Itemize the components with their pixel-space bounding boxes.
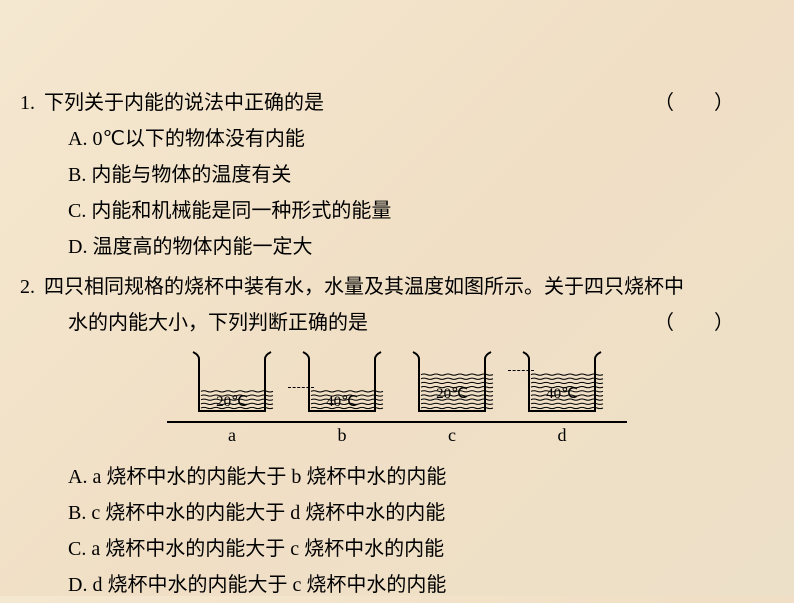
beaker-c: 20℃ c — [397, 347, 507, 451]
dash-cd — [508, 370, 534, 371]
q2-cont-text: 水的内能大小，下列判断正确的是 — [68, 312, 368, 334]
q2-paren: （ ） — [654, 305, 744, 341]
beaker-b-label: b — [287, 419, 397, 451]
q2-opt-b: B. c 烧杯中水的内能大于 d 烧杯中水的内能 — [20, 495, 774, 531]
question-2: 2. 四只相同规格的烧杯中装有水，水量及其温度如图所示。关于四只烧杯中 水的内能… — [20, 269, 774, 603]
svg-text:20℃: 20℃ — [216, 394, 248, 410]
q1-opt-b: B. 内能与物体的温度有关 — [20, 157, 774, 193]
question-1: 1. 下列关于内能的说法中正确的是 （ ） A. 0℃以下的物体没有内能 B. … — [20, 85, 774, 265]
q1-opt-a: A. 0℃以下的物体没有内能 — [20, 121, 774, 157]
beaker-b: 40℃ b — [287, 347, 397, 451]
q2-number: 2. — [20, 269, 35, 305]
svg-text:40℃: 40℃ — [546, 386, 578, 402]
beaker-a: 20℃ a — [177, 347, 287, 451]
q1-number: 1. — [20, 85, 35, 121]
q1-opt-d: D. 温度高的物体内能一定大 — [20, 229, 774, 265]
dash-ab — [288, 387, 314, 388]
beaker-b-svg: 40℃ — [297, 347, 387, 417]
svg-text:20℃: 20℃ — [436, 386, 468, 402]
beaker-a-svg: 20℃ — [187, 347, 277, 417]
q1-stem-text: 下列关于内能的说法中正确的是 — [44, 92, 324, 114]
beaker-c-label: c — [397, 419, 507, 451]
q2-opt-a: A. a 烧杯中水的内能大于 b 烧杯中水的内能 — [20, 459, 774, 495]
q1-opt-c: C. 内能和机械能是同一种形式的能量 — [20, 193, 774, 229]
q2-continuation: 水的内能大小，下列判断正确的是 （ ） — [20, 305, 774, 341]
q1-paren: （ ） — [654, 85, 744, 121]
beaker-d-label: d — [507, 419, 617, 451]
q1-stem-line: 1. 下列关于内能的说法中正确的是 （ ） — [20, 85, 774, 121]
q2-stem-text: 四只相同规格的烧杯中装有水，水量及其温度如图所示。关于四只烧杯中 — [44, 276, 684, 298]
beaker-figure: 20℃ a 40℃ b 20℃ c 40℃ d — [20, 347, 774, 451]
beaker-c-svg: 20℃ — [407, 347, 497, 417]
beaker-d: 40℃ d — [507, 347, 617, 451]
svg-text:40℃: 40℃ — [326, 394, 358, 410]
beaker-a-label: a — [177, 419, 287, 451]
q2-opt-c: C. a 烧杯中水的内能大于 c 烧杯中水的内能 — [20, 531, 774, 567]
q2-opt-d: D. d 烧杯中水的内能大于 c 烧杯中水的内能 — [20, 567, 774, 603]
q2-stem-line: 2. 四只相同规格的烧杯中装有水，水量及其温度如图所示。关于四只烧杯中 — [20, 269, 774, 305]
beaker-d-svg: 40℃ — [517, 347, 607, 417]
